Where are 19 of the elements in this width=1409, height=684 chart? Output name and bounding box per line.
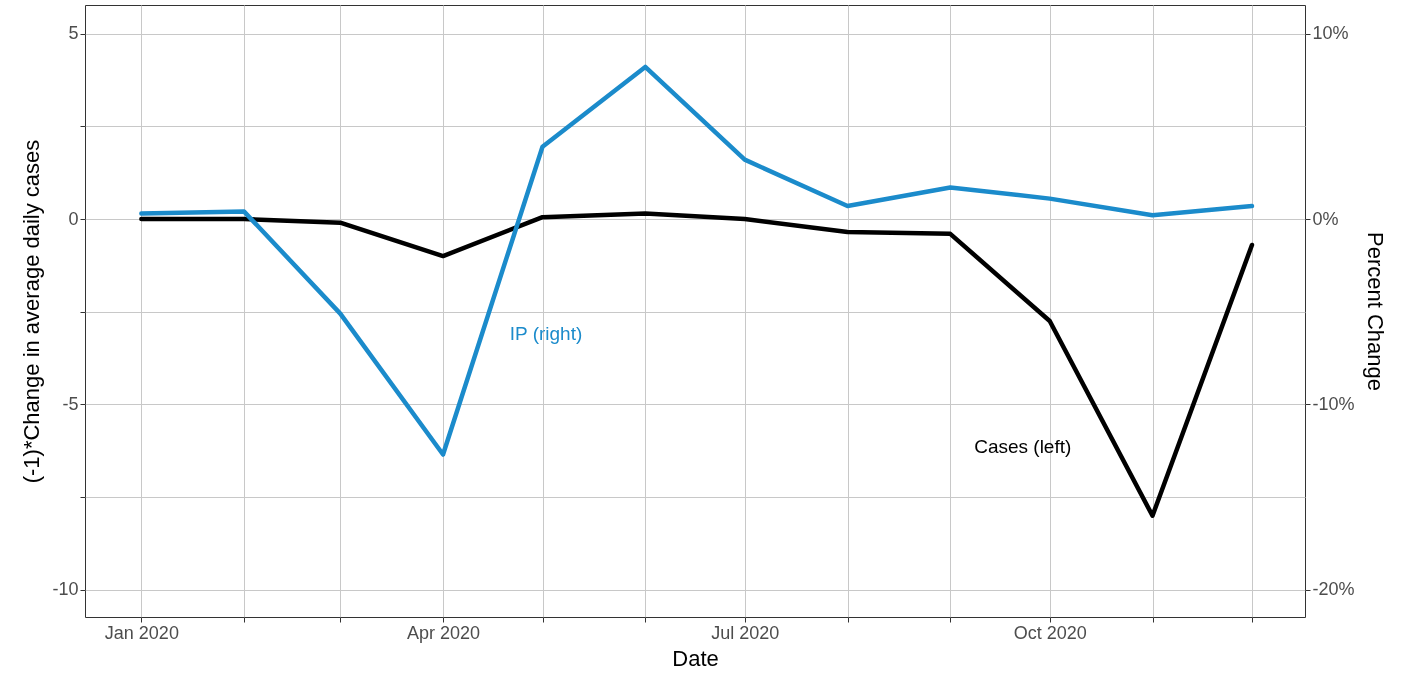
y2-tick-label: -10% <box>1312 393 1355 414</box>
x-tick-label: Apr 2020 <box>407 622 481 643</box>
y2-tick-label: 0% <box>1312 208 1339 229</box>
x-axis-title: Date <box>672 645 719 671</box>
x-tick-label: Oct 2020 <box>1013 622 1087 643</box>
y-axis-title: (-1)*Change in average daily cases <box>19 139 45 484</box>
y-tick-label: -10 <box>52 579 79 600</box>
line-series <box>139 211 1255 518</box>
line-series <box>139 64 1255 457</box>
series-label: IP (right) <box>509 322 583 344</box>
x-tick-label: Jan 2020 <box>104 622 179 643</box>
y2-axis-title: Percent Change <box>1362 232 1388 391</box>
y2-tick-label: 10% <box>1312 23 1349 44</box>
y-tick-label: -5 <box>62 393 79 414</box>
y2-tick-label: -20% <box>1312 579 1355 600</box>
x-tick-label: Jul 2020 <box>711 622 780 643</box>
y-tick-label: 5 <box>68 23 79 44</box>
y-tick-label: 0 <box>68 208 79 229</box>
series-label: Cases (left) <box>974 436 1072 458</box>
